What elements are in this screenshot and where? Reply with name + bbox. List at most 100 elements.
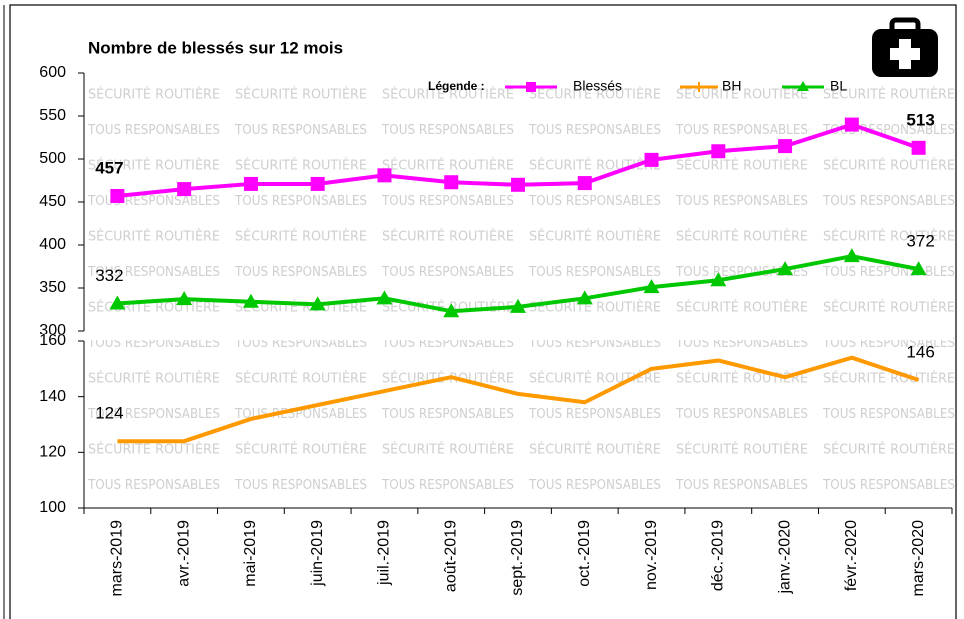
series-line: [117, 355, 920, 444]
marker: [510, 298, 526, 313]
marker: [443, 303, 460, 318]
watermark-text: TOUS RESPONSABLES: [822, 407, 955, 422]
watermark-text: TOUS RESPONSABLES: [381, 478, 514, 493]
marker: [243, 176, 258, 191]
watermark-text: TOUS RESPONSABLES: [528, 194, 661, 209]
legend-label: BH: [722, 78, 741, 94]
x-tick-label: avr.-2019: [175, 520, 192, 587]
marker: [778, 139, 793, 154]
marker: [310, 176, 325, 191]
legend-title: Légende :: [428, 79, 485, 93]
x-tick-label: sept.-2019: [509, 520, 526, 596]
x-tick-label: juin-2019: [309, 520, 326, 587]
watermark-text: SÉCURITÉ ROUTIÈRE: [676, 442, 808, 458]
legend-label: Blessés: [573, 78, 622, 94]
y-tick-label: 450: [39, 193, 66, 210]
watermark-text: TOUS RESPONSABLES: [87, 123, 220, 138]
watermark-text: TOUS RESPONSABLES: [528, 478, 661, 493]
watermark-text: TOUS RESPONSABLES: [822, 265, 955, 280]
marker: [177, 182, 192, 197]
watermark-text: SÉCURITÉ ROUTIÈRE: [382, 229, 514, 245]
watermark-text: SÉCURITÉ ROUTIÈRE: [529, 300, 661, 316]
watermark-text: TOUS RESPONSABLES: [234, 478, 367, 493]
x-tick-label: mai-2019: [242, 520, 259, 587]
marker: [777, 261, 794, 276]
data-label: 332: [95, 266, 123, 285]
watermark-text: SÉCURITÉ ROUTIÈRE: [676, 87, 808, 103]
y-tick-label: 500: [39, 150, 66, 167]
marker: [376, 290, 393, 305]
watermark-text: TOUS RESPONSABLES: [675, 123, 808, 138]
marker: [643, 279, 660, 294]
watermark-text: SÉCURITÉ ROUTIÈRE: [382, 442, 514, 458]
watermark-text: SÉCURITÉ ROUTIÈRE: [235, 442, 367, 458]
watermark-text: SÉCURITÉ ROUTIÈRE: [235, 371, 367, 387]
panel-cover: [20, 334, 953, 340]
watermark-text: SÉCURITÉ ROUTIÈRE: [529, 229, 661, 245]
marker: [843, 248, 860, 263]
marker: [577, 176, 592, 191]
watermark-text: SÉCURITÉ ROUTIÈRE: [88, 371, 220, 387]
watermark-text: TOUS RESPONSABLES: [87, 194, 220, 209]
x-tick-label: oct.-2019: [576, 520, 593, 587]
watermark-text: SÉCURITÉ ROUTIÈRE: [823, 229, 955, 245]
watermark-text: TOUS RESPONSABLES: [528, 123, 661, 138]
marker: [710, 272, 727, 287]
watermark-text: TOUS RESPONSABLES: [381, 123, 514, 138]
y-tick-label: 350: [39, 279, 66, 296]
marker: [576, 290, 593, 305]
watermark-text: TOUS RESPONSABLES: [528, 265, 661, 280]
x-tick-label: juil.-2019: [376, 520, 393, 586]
y-tick-label: 120: [39, 444, 66, 461]
watermark-text: SÉCURITÉ ROUTIÈRE: [529, 87, 661, 103]
watermark-text: SÉCURITÉ ROUTIÈRE: [823, 87, 955, 103]
x-tick-label: mars-2020: [910, 520, 927, 597]
marker: [911, 140, 926, 155]
watermark-text: TOUS RESPONSABLES: [381, 407, 514, 422]
watermark-text: TOUS RESPONSABLES: [234, 123, 367, 138]
marker: [309, 296, 326, 311]
watermark-text: TOUS RESPONSABLES: [87, 407, 220, 422]
data-label: 457: [95, 158, 123, 177]
watermark-text: SÉCURITÉ ROUTIÈRE: [529, 442, 661, 458]
x-tick-label: nov.-2019: [643, 520, 660, 590]
medkit-icon: [872, 17, 938, 77]
marker: [176, 291, 193, 306]
x-tick-label: févr.-2020: [843, 520, 860, 591]
marker: [444, 175, 459, 190]
x-tick-label: août-2019: [442, 520, 459, 592]
y-tick-label: 600: [39, 64, 66, 81]
marker: [711, 144, 726, 159]
marker: [644, 152, 659, 167]
y-tick-label: 140: [39, 388, 66, 405]
watermark-text: SÉCURITÉ ROUTIÈRE: [382, 158, 514, 174]
watermark-text: SÉCURITÉ ROUTIÈRE: [823, 442, 955, 458]
watermark-text: SÉCURITÉ ROUTIÈRE: [823, 158, 955, 174]
y-tick-label: 550: [39, 107, 66, 124]
watermark-text: TOUS RESPONSABLES: [822, 194, 955, 209]
data-label: 513: [906, 110, 934, 129]
marker: [910, 261, 927, 276]
data-label: 372: [906, 232, 934, 251]
marker: [377, 168, 392, 183]
watermark-text: TOUS RESPONSABLES: [822, 478, 955, 493]
watermark-text: SÉCURITÉ ROUTIÈRE: [823, 300, 955, 316]
chart-title: Nombre de blessés sur 12 mois: [88, 38, 343, 57]
panel: 100 120 140 160 124 146: [39, 332, 935, 516]
y-tick-label: 400: [39, 236, 66, 253]
watermark-text: TOUS RESPONSABLES: [381, 194, 514, 209]
x-tick-label: mars-2019: [109, 520, 126, 597]
watermark-text: SÉCURITÉ ROUTIÈRE: [88, 229, 220, 245]
watermark-text: TOUS RESPONSABLES: [528, 407, 661, 422]
data-label: 146: [906, 342, 934, 361]
y-tick-label: 100: [39, 499, 66, 516]
marker: [242, 293, 259, 308]
watermark-text: SÉCURITÉ ROUTIÈRE: [235, 158, 367, 174]
watermark-text: SÉCURITÉ ROUTIÈRE: [382, 87, 514, 103]
marker: [109, 295, 126, 310]
legend-marker: [797, 81, 809, 91]
watermark-text: SÉCURITÉ ROUTIÈRE: [235, 87, 367, 103]
watermark-text: SÉCURITÉ ROUTIÈRE: [676, 158, 808, 174]
watermark-text: TOUS RESPONSABLES: [234, 265, 367, 280]
